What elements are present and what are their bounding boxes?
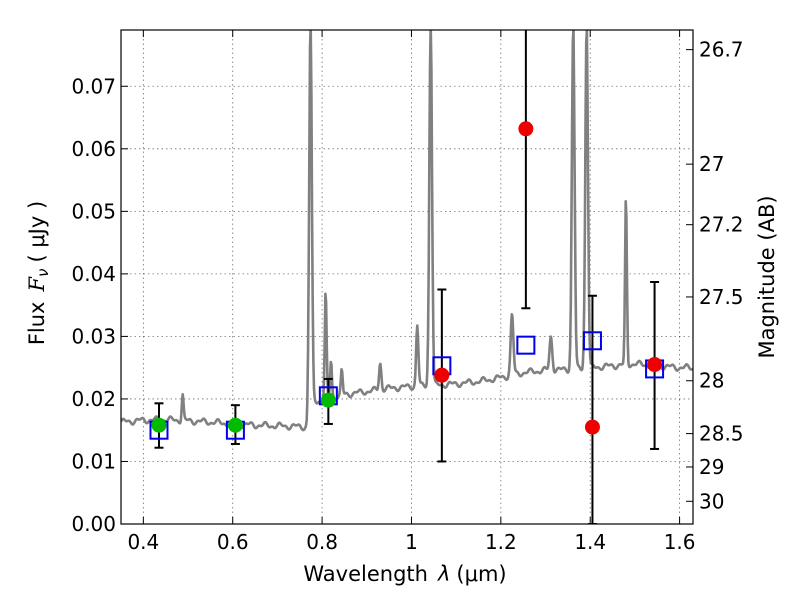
y-axis-label-text: Flux (25, 302, 49, 346)
low-sn-point (434, 367, 450, 383)
x-tick-label: 1.4 (574, 530, 606, 554)
magnitude-tick-label: 30 (699, 489, 724, 513)
y-tick-label: 0.02 (71, 387, 116, 411)
y-axis-label-subscript: ν (34, 269, 52, 277)
low-sn-point (584, 419, 600, 435)
magnitude-tick-label: 27 (699, 152, 724, 176)
magnitude-axis-label: Magnitude (AB) (755, 195, 779, 358)
y-axis-ticks: 0.00 0.01 0.02 0.03 0.04 0.05 0.06 0.07 (71, 74, 128, 536)
x-axis-label-unit: (μm) (456, 562, 506, 586)
model-photometry-box (516, 335, 536, 355)
y-axis-label-unit: ( μJy ) (25, 201, 49, 263)
x-tick-label: 0.8 (306, 530, 338, 554)
magnitude-tick-label: 27.2 (699, 213, 744, 237)
x-tick-label: 0.4 (127, 530, 159, 554)
x-tick-label: 1.2 (485, 530, 517, 554)
y-tick-label: 0.01 (71, 449, 116, 473)
observed-points-group (151, 121, 663, 435)
magnitude-tick-label: 28 (699, 369, 724, 393)
x-tick-label: 1.6 (664, 530, 696, 554)
magnitude-tick-label: 28.5 (699, 422, 744, 446)
detection-point (227, 417, 243, 433)
model-spectrum-line (121, 30, 693, 432)
y-tick-label: 0.07 (71, 74, 116, 98)
y-tick-label: 0.03 (71, 324, 116, 348)
magnitude-tick-label: 27.5 (699, 285, 744, 309)
x-axis-ticks: 0.4 0.6 0.8 1 1.2 1.4 1.6 (127, 30, 696, 554)
low-sn-point (647, 357, 663, 373)
y-tick-label: 0.00 (71, 512, 116, 536)
low-sn-point (518, 121, 534, 137)
grid (121, 30, 693, 525)
y-tick-label: 0.04 (71, 262, 116, 286)
plot-frame (120, 29, 694, 525)
x-axis-label-text: Wavelength (303, 562, 428, 586)
x-tick-label: 1 (405, 530, 418, 554)
magnitude-tick-label: 29 (699, 455, 724, 479)
detection-point (320, 392, 336, 408)
model-spectrum-group (121, 30, 693, 432)
y-axis-label-symbol: F (25, 276, 49, 293)
model-photometry-box (582, 331, 602, 351)
magnitude-axis-ticks: 26.7 27 27.2 27.5 28 28.5 29 30 (686, 38, 744, 513)
magnitude-tick-label: 26.7 (699, 38, 744, 62)
x-axis-label-symbol: λ (437, 562, 450, 586)
x-tick-label: 0.6 (217, 530, 249, 554)
y-tick-label: 0.06 (71, 137, 116, 161)
detection-point (151, 417, 167, 433)
x-axis-label: Wavelength λ (μm) (303, 562, 506, 586)
y-tick-label: 0.05 (71, 199, 116, 223)
y-axis-label: Flux Fν ( μJy ) (25, 201, 52, 345)
